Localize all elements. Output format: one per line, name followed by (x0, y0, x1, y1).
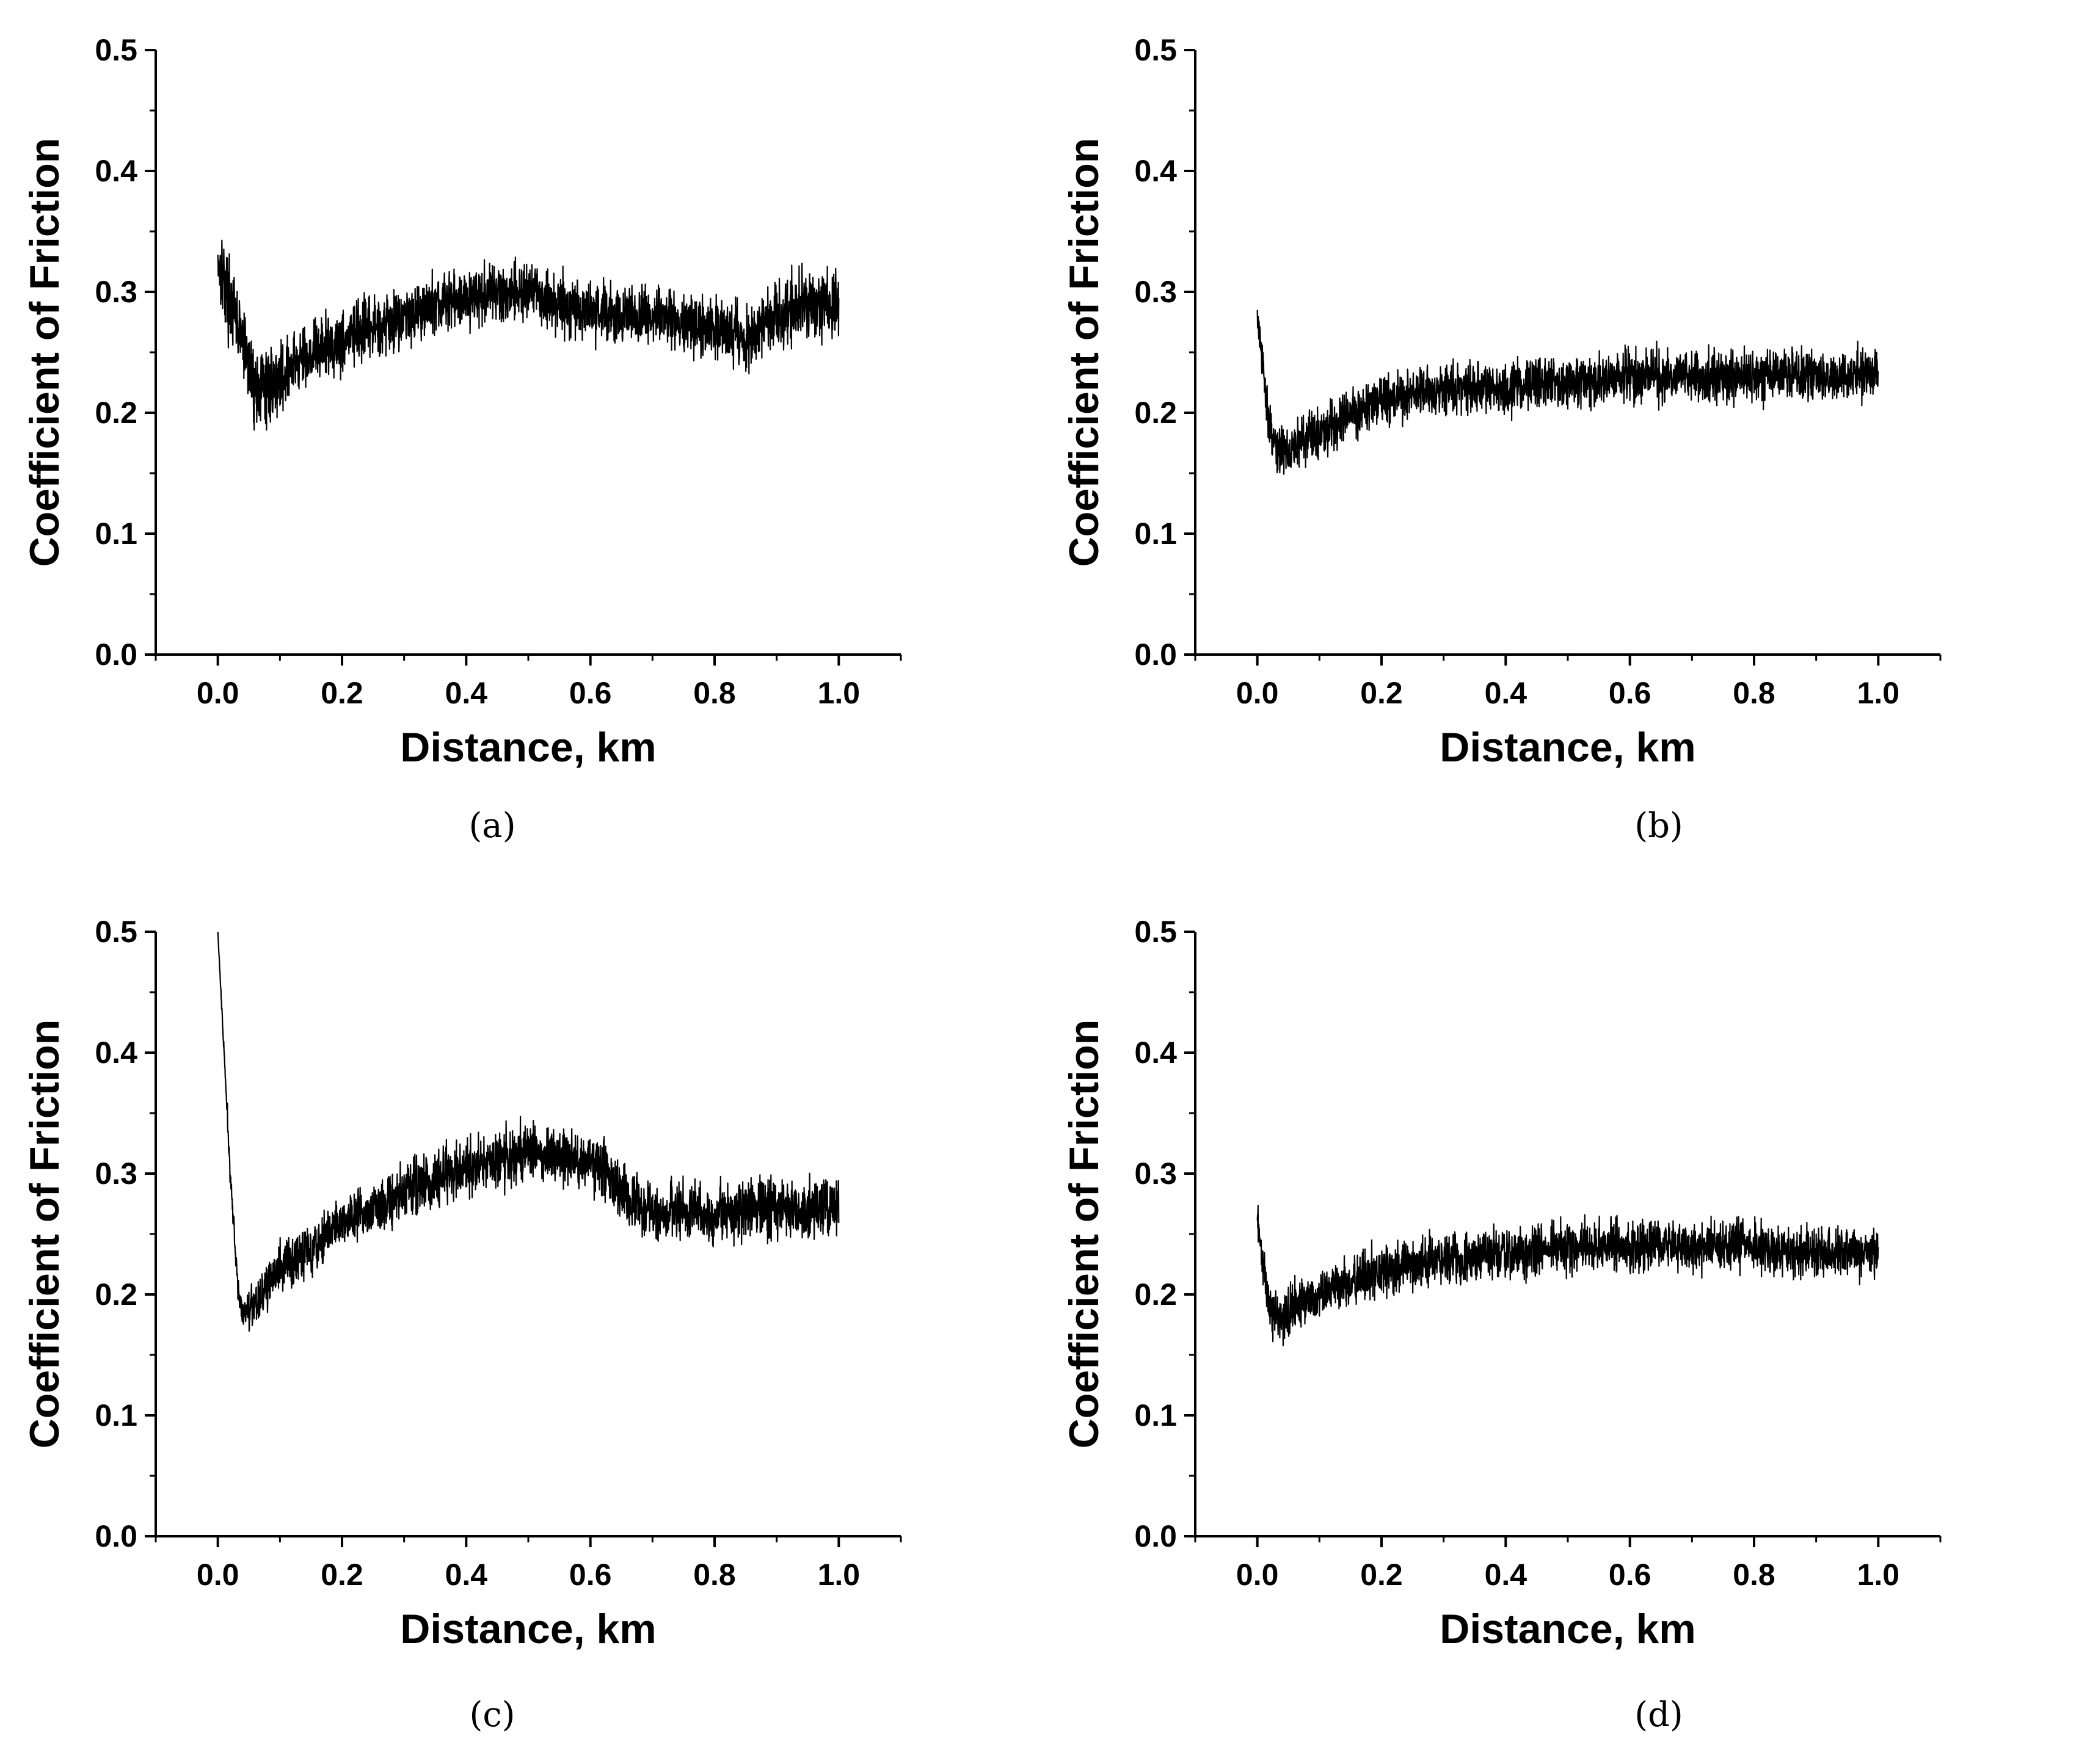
y-tick-label: 0.2 (1134, 1277, 1177, 1312)
y-tick-label: 0.4 (1134, 154, 1177, 188)
y-tick-label: 0.2 (1134, 396, 1177, 430)
x-tick-label: 0.2 (1360, 676, 1403, 710)
y-axis-title: Coefficient of Friction (21, 1020, 68, 1449)
y-tick-label: 0.4 (1134, 1036, 1177, 1070)
x-tick-label: 0.6 (1609, 1558, 1651, 1592)
y-tick-label: 0.3 (1134, 1156, 1177, 1191)
y-axis-title: Coefficient of Friction (1061, 138, 1107, 567)
chart-b: 0.0 0.1 0.2 0.3 0.4 0.5 0.0 0.2 0.4 0.6 0.8 1.0 Dist… (1061, 33, 1942, 771)
y-tick-label: 0.5 (1134, 915, 1177, 949)
x-tick-label: 0.8 (1733, 676, 1775, 710)
y-tick-label: 0.1 (95, 1398, 137, 1432)
x-tick-label: 0.6 (1609, 676, 1651, 710)
caption-b: (b) (1634, 806, 1683, 846)
y-axis-title: Coefficient of Friction (1061, 1020, 1107, 1449)
x-tick-label: 0.0 (197, 676, 239, 710)
y-tick-label: 0.3 (95, 1156, 137, 1191)
y-tick-label: 0.0 (95, 637, 137, 672)
y-tick-label: 0.2 (95, 1277, 137, 1312)
x-tick-label: 0.8 (693, 676, 736, 710)
friction-series-line (217, 239, 840, 431)
y-tick-label: 0.4 (95, 154, 137, 188)
y-tick-label: 0.4 (95, 1036, 137, 1070)
y-tick-label: 0.5 (1134, 33, 1177, 67)
x-tick-label: 0.4 (1485, 676, 1527, 710)
y-tick-label: 0.0 (1134, 637, 1177, 672)
y-tick-label: 0.1 (1134, 1398, 1177, 1432)
x-tick-label: 0.8 (693, 1558, 736, 1592)
y-tick-label: 0.3 (95, 275, 137, 309)
x-tick-label: 0.4 (445, 676, 488, 710)
y-tick-label: 0.2 (95, 396, 137, 430)
chart-d: 0.0 0.1 0.2 0.3 0.4 0.5 0.0 0.2 0.4 0.6 0.8 1.0 Dist… (1061, 915, 1942, 1652)
x-tick-label: 0.0 (197, 1558, 239, 1592)
y-tick-label: 0.0 (1134, 1519, 1177, 1553)
x-tick-label: 0.0 (1236, 676, 1279, 710)
friction-series-line (1256, 310, 1879, 475)
x-axis-title: Distance, km (400, 1606, 657, 1652)
y-tick-label: 0.5 (95, 915, 137, 949)
y-tick-label: 0.3 (1134, 275, 1177, 309)
y-tick-label: 0.5 (95, 33, 137, 67)
caption-d: (d) (1634, 1695, 1683, 1735)
x-tick-label: 1.0 (1857, 676, 1900, 710)
x-tick-label: 0.4 (445, 1558, 488, 1592)
caption-c: (c) (469, 1695, 515, 1735)
x-tick-label: 0.6 (569, 1558, 612, 1592)
x-tick-label: 0.2 (1360, 1558, 1403, 1592)
x-tick-label: 1.0 (818, 1558, 861, 1592)
x-axis-title: Distance, km (1440, 724, 1696, 771)
chart-c: 0.0 0.1 0.2 0.3 0.4 0.5 0.0 0.2 0.4 0.6 0.8 1.0 Dist… (21, 915, 902, 1652)
y-axis-title: Coefficient of Friction (21, 138, 68, 567)
caption-a: (a) (468, 806, 516, 846)
y-tick-label: 0.1 (95, 517, 137, 551)
x-tick-label: 0.4 (1485, 1558, 1527, 1592)
x-tick-label: 1.0 (1857, 1558, 1900, 1592)
x-tick-label: 0.8 (1733, 1558, 1775, 1592)
x-tick-label: 0.2 (321, 1558, 363, 1592)
friction-series-line (217, 931, 840, 1332)
x-tick-label: 0.0 (1236, 1558, 1279, 1592)
x-tick-label: 0.6 (569, 676, 612, 710)
chart-a: 0.0 0.1 0.2 0.3 0.4 0.5 0.0 0.2 0.4 0.6 0.8 1.0 Dist… (21, 33, 902, 771)
friction-series-line (1256, 1205, 1879, 1346)
x-axis-title: Distance, km (400, 724, 657, 771)
x-tick-label: 0.2 (321, 676, 363, 710)
x-tick-label: 1.0 (818, 676, 861, 710)
y-tick-label: 0.0 (95, 1519, 137, 1553)
x-axis-title: Distance, km (1440, 1606, 1696, 1652)
y-tick-label: 0.1 (1134, 517, 1177, 551)
